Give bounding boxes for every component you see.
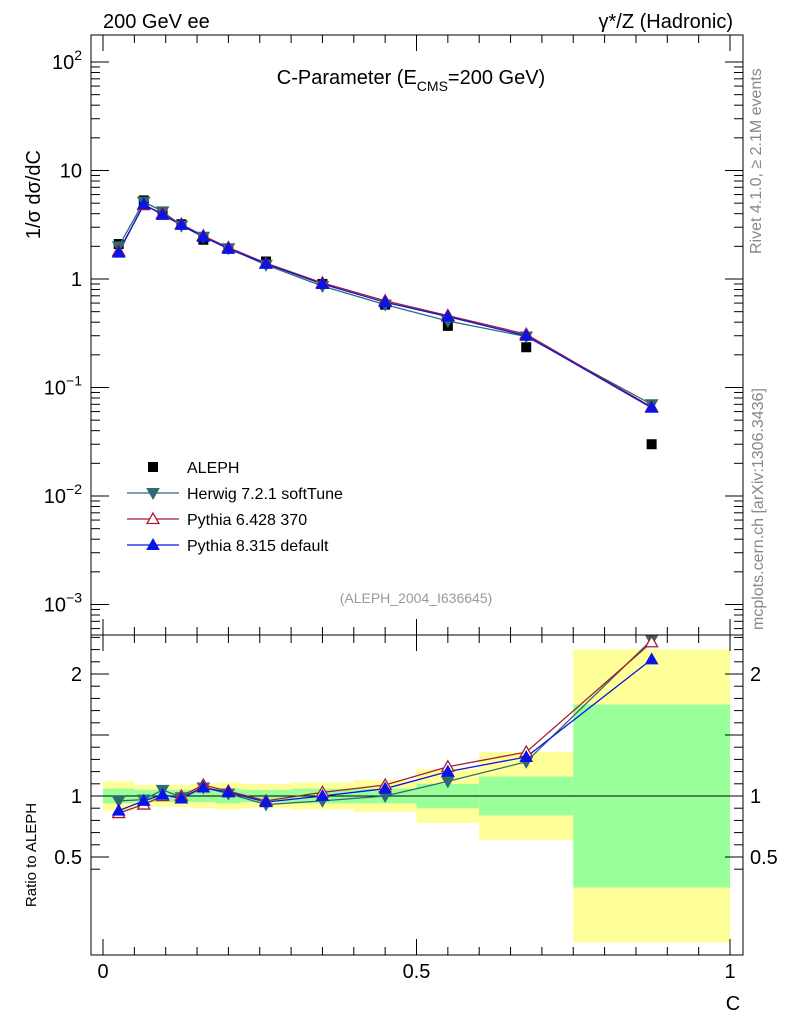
series-point [644, 400, 659, 413]
ratio-series-point [259, 795, 273, 808]
y-tick-label: 10−3 [44, 590, 82, 617]
ratio-y-tick-label: 0.5 [54, 847, 82, 869]
legend-item: Herwig 7.2.1 softTune [127, 486, 343, 503]
analysis-id: (ALEPH_2004_I636645) [340, 590, 493, 606]
legend-label: Pythia 8.315 default [187, 538, 329, 555]
header-right: γ*/Z (Hadronic) [599, 11, 733, 33]
series-point [378, 295, 393, 308]
legend-marker [148, 462, 158, 472]
legend-item: ALEPH [148, 460, 239, 477]
ratio-series-point [440, 776, 455, 789]
legend-marker [145, 511, 161, 525]
ratio-panel: 0 0.5 1 0.5 0.5 1 1 2 2 Ratio to ALEPH C [23, 634, 778, 1015]
series-point [155, 207, 170, 220]
y-tick-label: 10 [60, 161, 82, 183]
ratio-series-point [440, 764, 455, 777]
y-tick-label: 1 [71, 269, 82, 291]
ratio-y-axis-label: Ratio to ALEPH [23, 803, 40, 907]
ratio-y-tick-label: 1 [71, 786, 82, 808]
ratio-series-point [196, 780, 211, 793]
legend-label: ALEPH [187, 460, 239, 477]
y-tick-label: 102 [52, 47, 82, 74]
ratio-y-tick-label-right: 0.5 [750, 847, 778, 869]
ratio-series-point [111, 795, 126, 808]
plot-title: C-Parameter (ECMS=200 GeV) [277, 67, 545, 94]
legend: ALEPH Herwig 7.2.1 softTune Pythia 6.428 3… [127, 460, 343, 555]
ratio-series-point [174, 791, 189, 804]
series-point [136, 197, 151, 210]
series-point [111, 245, 126, 258]
ratio-series-point [155, 787, 170, 800]
rivet-version-note: Rivet 4.1.0, ≥ 2.1M events [748, 68, 765, 254]
legend-marker [146, 537, 160, 550]
y-tick-label: 10−1 [44, 373, 82, 400]
legend-item: Pythia 8.315 default [127, 537, 329, 555]
x-tick-label: 0.5 [403, 961, 431, 983]
ratio-series-point [221, 785, 236, 798]
ratio-y-tick-label-right: 1 [750, 786, 761, 808]
series-point [221, 241, 236, 254]
ratio-series-point [111, 803, 126, 816]
ratio-series-point [315, 788, 330, 801]
ratio-y-tick-label: 2 [71, 664, 82, 686]
header-left: 200 GeV ee [103, 11, 210, 33]
series-point [315, 276, 330, 289]
x-tick-label: 1 [724, 961, 735, 983]
mcplots-note: mcplots.cern.ch [arXiv:1306.3436] [750, 388, 767, 630]
data-point [521, 342, 532, 353]
ratio-series-point [519, 749, 534, 762]
y-tick-label: 10−2 [44, 481, 82, 508]
ratio-series-line [118, 639, 653, 806]
main-panel: 102 10 1 10−1 10−2 10−3 C-Parameter (ECMS=200… [23, 34, 744, 636]
legend-item: Pythia 6.428 370 [127, 511, 307, 529]
legend-label: Herwig 7.2.1 softTune [187, 486, 343, 503]
series-point [519, 328, 534, 341]
legend-label: Pythia 6.428 370 [187, 512, 307, 529]
ratio-y-tick-label-right: 2 [750, 664, 761, 686]
series-point [196, 229, 211, 242]
y-axis-label: 1/σ dσ/dC [23, 150, 45, 239]
ratio-series-point [136, 793, 151, 806]
ratio-series-point [378, 781, 393, 794]
x-axis-label: C [726, 993, 740, 1015]
series-point [259, 256, 273, 269]
x-tick-label: 0 [97, 961, 108, 983]
ratio-series-point [644, 634, 659, 648]
data-point [646, 439, 657, 450]
series-point [440, 309, 455, 322]
legend-marker [146, 488, 160, 501]
series-point [174, 217, 189, 230]
ratio-series-point [644, 652, 659, 665]
